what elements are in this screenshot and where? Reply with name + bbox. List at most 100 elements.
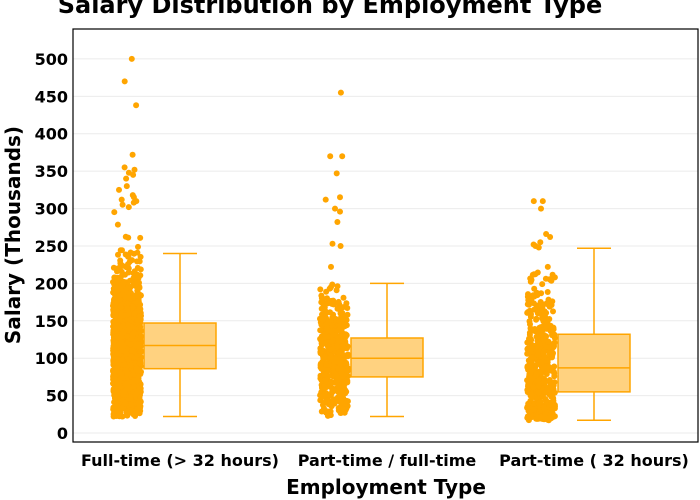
x-axis-ticks: Full-time (> 32 hours) Part-time / full-t… <box>81 451 689 470</box>
data-point <box>531 326 538 332</box>
data-point <box>318 299 325 306</box>
data-point <box>535 382 542 389</box>
plot-frame <box>72 28 699 443</box>
x-tick-label: Part-time ( 32 hours) <box>499 451 689 470</box>
data-point <box>137 333 144 340</box>
data-point <box>343 397 350 404</box>
data-point <box>321 399 328 406</box>
data-point <box>528 346 535 353</box>
data-point <box>533 315 540 322</box>
data-point <box>541 353 548 360</box>
data-point <box>122 233 129 240</box>
data-point <box>533 415 540 422</box>
data-point <box>340 406 347 413</box>
data-point <box>530 406 537 413</box>
outlier-point <box>337 89 344 96</box>
data-point <box>539 281 546 288</box>
data-point <box>324 295 330 302</box>
data-point <box>541 311 548 318</box>
data-point <box>538 290 545 297</box>
data-point <box>319 316 326 323</box>
data-point <box>335 298 342 305</box>
y-axis-ticks: 0 50 100 150 200 250 300 350 400 450 500 <box>35 50 68 443</box>
data-point <box>527 313 534 320</box>
data-point <box>537 299 544 305</box>
data-point <box>551 363 558 370</box>
data-point <box>118 333 125 340</box>
data-point <box>334 335 341 342</box>
data-point <box>120 344 127 351</box>
outlier-point <box>337 194 343 201</box>
data-point <box>129 304 136 311</box>
data-point <box>550 324 557 331</box>
data-point <box>127 393 134 400</box>
data-point <box>318 292 325 299</box>
data-point <box>111 369 118 376</box>
data-point <box>135 243 141 250</box>
data-point <box>111 209 118 216</box>
data-point <box>551 373 558 380</box>
data-point <box>535 400 542 407</box>
data-point <box>550 342 557 349</box>
data-point <box>328 399 335 406</box>
data-point <box>133 365 140 372</box>
y-tick-label: 500 <box>35 50 68 69</box>
outlier-point <box>530 198 537 205</box>
data-point <box>527 275 534 282</box>
data-point <box>327 346 334 353</box>
data-point <box>548 381 555 388</box>
y-tick-label: 50 <box>46 387 68 406</box>
data-point <box>540 378 547 385</box>
data-point <box>127 295 134 302</box>
data-point <box>317 327 324 334</box>
data-point <box>118 263 124 270</box>
data-point <box>532 271 539 278</box>
outlier-point <box>133 102 140 109</box>
data-point <box>114 268 120 275</box>
data-point <box>125 356 132 363</box>
data-point <box>120 278 127 285</box>
data-point <box>340 343 347 350</box>
data-point <box>540 348 547 355</box>
outlier-point <box>329 240 336 247</box>
data-point <box>323 367 330 374</box>
data-point <box>333 287 340 294</box>
data-point <box>123 264 130 271</box>
data-point <box>134 377 141 384</box>
data-point <box>324 325 331 332</box>
data-point <box>545 322 552 329</box>
data-point <box>124 305 131 312</box>
y-tick-label: 100 <box>35 349 68 368</box>
data-point <box>335 327 342 333</box>
outlier-point <box>547 234 554 240</box>
data-point <box>343 359 350 366</box>
outlier-point <box>121 164 128 171</box>
outlier-point <box>332 205 338 212</box>
data-point <box>335 383 342 390</box>
data-point <box>329 388 336 395</box>
data-point <box>525 400 532 407</box>
data-point <box>339 373 346 380</box>
y-tick-label: 0 <box>57 424 68 443</box>
data-point <box>544 357 550 364</box>
data-point <box>341 378 348 385</box>
outlier-point <box>128 55 135 62</box>
data-point <box>132 342 139 349</box>
data-point <box>114 287 121 294</box>
data-point <box>134 317 141 324</box>
data-point <box>130 270 137 277</box>
data-point <box>110 353 117 360</box>
data-point <box>136 360 143 367</box>
outlier-point <box>116 186 122 193</box>
data-point <box>132 280 139 287</box>
data-point <box>112 395 118 402</box>
data-point <box>342 313 349 320</box>
data-point <box>136 258 143 265</box>
data-point <box>344 305 351 311</box>
data-point <box>344 368 351 374</box>
data-point <box>544 289 551 295</box>
data-point <box>322 353 329 360</box>
data-point <box>336 306 343 313</box>
outlier-point <box>535 244 542 251</box>
data-point <box>137 253 144 260</box>
